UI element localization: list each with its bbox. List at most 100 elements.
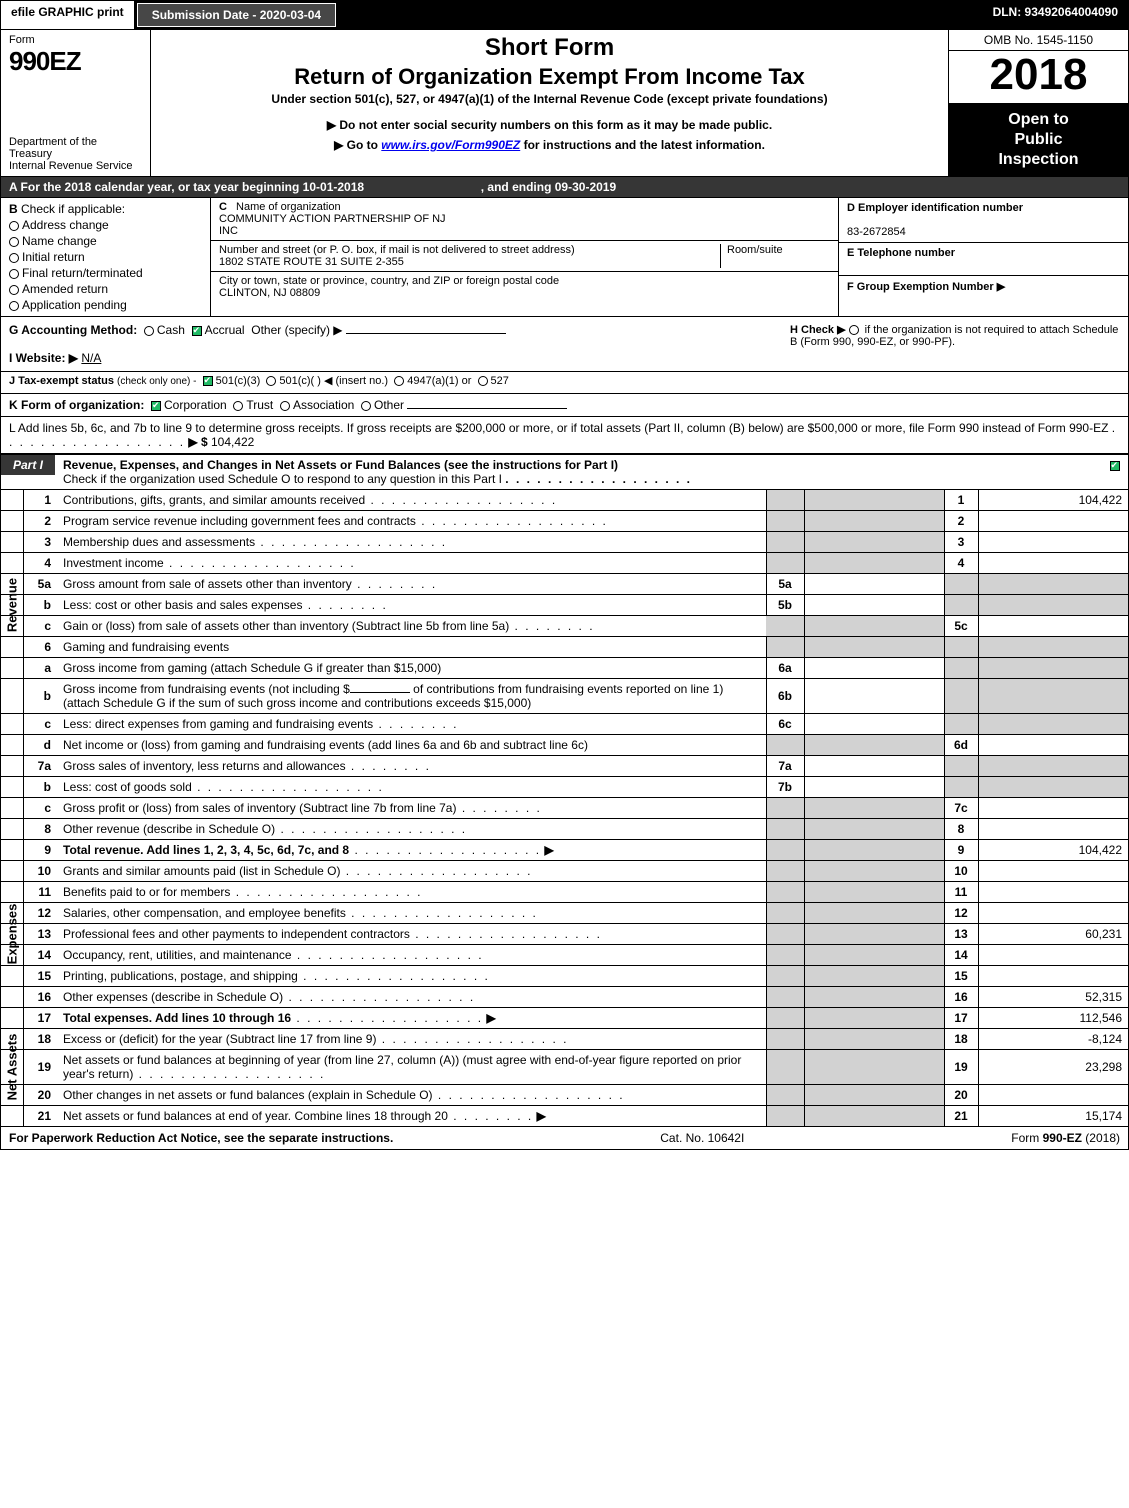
chk-association[interactable] <box>280 401 290 411</box>
irs-link[interactable]: www.irs.gov/Form990EZ <box>381 138 520 152</box>
c-letter: C <box>219 201 227 213</box>
line-18-amt: -8,124 <box>978 1029 1128 1050</box>
line-6a-mval[interactable] <box>804 658 944 679</box>
submission-date-button[interactable]: Submission Date - 2020-03-04 <box>137 3 336 27</box>
org-mid: C Name of organization COMMUNITY ACTION … <box>211 198 838 316</box>
chk-schedule-b-not-required[interactable] <box>849 325 859 335</box>
chk-cash[interactable] <box>144 326 154 336</box>
ein-value: 83-2672854 <box>847 226 906 238</box>
open-to-public: Open to Public Inspection <box>949 104 1128 176</box>
line-6b-num: b <box>23 679 57 714</box>
part-1-subtitle: Check if the organization used Schedule … <box>63 472 502 486</box>
line-20-desc: Other changes in net assets or fund bala… <box>57 1085 766 1106</box>
line-9-amt: 104,422 <box>978 840 1128 861</box>
line-20-amt <box>978 1085 1128 1106</box>
line-21-amt: 15,174 <box>978 1106 1128 1127</box>
line-12-amt <box>978 903 1128 924</box>
header-mid: Short Form Return of Organization Exempt… <box>151 30 948 176</box>
accounting-method-row: G Accounting Method: Cash Accrual Other … <box>1 317 1128 372</box>
line-6a-num: a <box>23 658 57 679</box>
other-specify-input[interactable] <box>346 333 506 334</box>
chk-schedule-o-part1[interactable] <box>1110 461 1120 471</box>
line-5c-rnum: 5c <box>944 616 978 637</box>
line-13-rnum: 13 <box>944 924 978 945</box>
line-18-desc: Excess or (deficit) for the year (Subtra… <box>57 1029 766 1050</box>
line-5a-num: 5a <box>23 574 57 595</box>
line-3-num: 3 <box>23 532 57 553</box>
line-3-rnum: 3 <box>944 532 978 553</box>
chk-address-change[interactable]: Address change <box>9 218 202 232</box>
under-section: Under section 501(c), 527, or 4947(a)(1)… <box>159 92 940 106</box>
return-title: Return of Organization Exempt From Incom… <box>159 64 940 90</box>
goto-post: for instructions and the latest informat… <box>520 138 765 152</box>
room-suite-label: Room/suite <box>727 244 783 256</box>
line-7c-rnum: 7c <box>944 798 978 819</box>
line-13-num: 13 <box>23 924 57 945</box>
b-letter: B <box>9 202 18 216</box>
line-16-amt: 52,315 <box>978 987 1128 1008</box>
period-mid: , and ending <box>481 180 555 194</box>
chk-527[interactable] <box>478 376 488 386</box>
line-8-rnum: 8 <box>944 819 978 840</box>
chk-name-change[interactable]: Name change <box>9 234 202 248</box>
chk-application-pending[interactable]: Application pending <box>9 298 202 312</box>
chk-4947[interactable] <box>394 376 404 386</box>
line-6b-contrib-input[interactable] <box>350 692 410 693</box>
l-text: L Add lines 5b, 6c, and 7b to line 9 to … <box>9 421 1108 435</box>
line-7c-amt <box>978 798 1128 819</box>
line-20-num: 20 <box>23 1085 57 1106</box>
omb-number: OMB No. 1545-1150 <box>949 30 1128 51</box>
line-2-num: 2 <box>23 511 57 532</box>
e-phone-label: E Telephone number <box>847 247 955 259</box>
footer-right: Form 990-EZ (2018) <box>1011 1131 1120 1145</box>
room-suite-col: Room/suite <box>720 244 830 268</box>
chk-corporation[interactable] <box>151 401 161 411</box>
part-1-title: Revenue, Expenses, and Changes in Net As… <box>63 455 1104 489</box>
line-7b-mini: 7b <box>766 777 804 798</box>
part-1-table: 1 Contributions, gifts, grants, and simi… <box>1 490 1128 1126</box>
line-6a-mini: 6a <box>766 658 804 679</box>
line-7b-num: b <box>23 777 57 798</box>
line-11-desc: Benefits paid to or for members <box>57 882 766 903</box>
line-6c-num: c <box>23 714 57 735</box>
line-9-desc: Total revenue. Add lines 1, 2, 3, 4, 5c,… <box>57 840 766 861</box>
j-small: (check only one) - <box>117 376 196 387</box>
footer-catalog: Cat. No. 10642I <box>660 1131 744 1145</box>
other-org-input[interactable] <box>407 408 567 409</box>
d-ein-label: D Employer identification number <box>847 202 1023 214</box>
chk-other-org[interactable] <box>361 401 371 411</box>
chk-initial-return[interactable]: Initial return <box>9 250 202 264</box>
line-1-rnum: 1 <box>944 490 978 511</box>
do-not-ssn: ▶ Do not enter social security numbers o… <box>159 118 940 132</box>
line-21-num: 21 <box>23 1106 57 1127</box>
line-5c-amt <box>978 616 1128 637</box>
line-5b-mval[interactable] <box>804 595 944 616</box>
chk-501c3[interactable] <box>203 376 213 386</box>
line-7a-mval[interactable] <box>804 756 944 777</box>
checkbox-b-section: B Check if applicable: Address change Na… <box>1 198 211 316</box>
line-6b-mval[interactable] <box>804 679 944 714</box>
dln-label: DLN: 93492064004090 <box>983 1 1128 29</box>
chk-accrual[interactable] <box>192 326 202 336</box>
line-13-amt: 60,231 <box>978 924 1128 945</box>
line-5a-mval[interactable] <box>804 574 944 595</box>
city-value: CLINTON, NJ 08809 <box>219 287 320 299</box>
goto-pre: ▶ Go to <box>334 138 381 152</box>
gross-receipts-row: L Add lines 5b, 6c, and 7b to line 9 to … <box>1 417 1128 454</box>
line-6c-mval[interactable] <box>804 714 944 735</box>
top-bar: efile GRAPHIC print Submission Date - 20… <box>1 1 1128 30</box>
line-10-num: 10 <box>23 861 57 882</box>
chk-amended[interactable]: Amended return <box>9 282 202 296</box>
other-specify: Other (specify) ▶ <box>251 323 342 337</box>
street-value: 1802 STATE ROUTE 31 SUITE 2-355 <box>219 256 404 268</box>
org-name-1: COMMUNITY ACTION PARTNERSHIP OF NJ <box>219 213 446 225</box>
line-9-num: 9 <box>23 840 57 861</box>
line-7b-desc: Less: cost of goods sold <box>57 777 766 798</box>
chk-trust[interactable] <box>233 401 243 411</box>
efile-print-label[interactable]: efile GRAPHIC print <box>1 1 135 29</box>
line-7b-mval[interactable] <box>804 777 944 798</box>
chk-final-return[interactable]: Final return/terminated <box>9 266 202 280</box>
chk-501c[interactable] <box>266 376 276 386</box>
form-header: Form 990EZ Department of the Treasury In… <box>1 30 1128 177</box>
short-form-title: Short Form <box>159 34 940 62</box>
